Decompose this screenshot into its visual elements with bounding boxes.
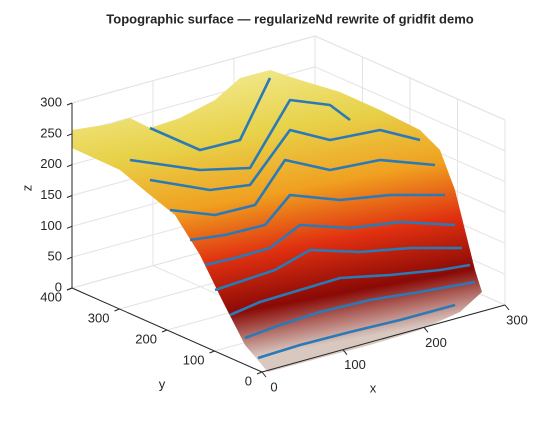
z-tick-label: 50 (48, 249, 62, 264)
box-edge (71, 35, 316, 104)
z-tick (66, 102, 73, 106)
y-tick (209, 350, 215, 354)
contour-line (129, 98, 351, 172)
x-tick-label: 200 (425, 335, 447, 350)
contour-line (149, 128, 421, 192)
contour-line (169, 158, 436, 217)
z-tick-label: 0 (55, 279, 62, 294)
x-tick (504, 304, 510, 311)
contour-line (244, 280, 476, 340)
surface (72, 70, 482, 372)
x-tick (423, 327, 429, 333)
z-tick (66, 225, 73, 229)
chart-title: Topographic surface — regularizeNd rewri… (106, 11, 473, 26)
box-edge (314, 35, 506, 121)
x-tick-label: 300 (506, 312, 528, 327)
z-tick (66, 164, 73, 168)
z-tick (66, 256, 73, 260)
x-axis (261, 304, 506, 373)
contour-line (189, 193, 445, 242)
contour-line (204, 220, 456, 267)
z-tick (66, 133, 73, 137)
x-tick (342, 349, 348, 355)
y-tick (114, 308, 120, 312)
y-tick-label: 300 (88, 310, 110, 325)
z-tick (66, 195, 73, 198)
z-tick-label: 200 (40, 156, 62, 171)
x-tick (261, 371, 267, 378)
y-tick (256, 371, 263, 375)
contour-line (257, 303, 456, 360)
surface-patch (72, 70, 482, 372)
contour-line (214, 246, 462, 292)
x-tick-label: 100 (344, 357, 366, 372)
contour-line (229, 263, 471, 317)
y-tick-label: 100 (183, 352, 205, 367)
y-tick-label: 200 (135, 331, 157, 346)
z-tick (66, 287, 73, 291)
z-tick-label: 300 (40, 94, 62, 109)
y-tick-label: 400 (40, 289, 62, 304)
x-axis-label: x (370, 380, 377, 395)
z-axis-label: z (19, 185, 34, 192)
grid-line (314, 66, 506, 152)
y-tick-label: 0 (245, 373, 252, 388)
contour-line (149, 77, 272, 152)
y-tick (161, 329, 168, 333)
x-tick-label: 0 (270, 379, 277, 394)
axes-front: 0100200300010020030040005010015020025030… (40, 94, 528, 394)
z-tick-label: 150 (40, 187, 62, 202)
z-tick-label: 250 (40, 125, 62, 140)
z-tick-label: 100 (40, 218, 62, 233)
y-axis-label: y (159, 376, 166, 391)
